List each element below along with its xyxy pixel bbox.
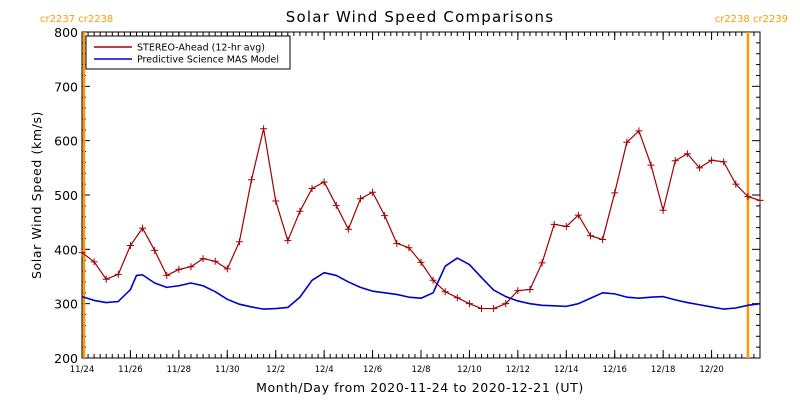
y-tick-label: 600 — [54, 134, 78, 149]
data-point-marker — [187, 263, 195, 271]
carrington-markers — [82, 32, 750, 358]
data-point-marker — [574, 211, 582, 219]
data-point-marker — [175, 265, 183, 273]
data-point-marker — [139, 224, 147, 232]
x-tick-label: 12/6 — [363, 365, 382, 375]
y-tick-label: 800 — [54, 25, 78, 40]
data-point-marker — [163, 271, 171, 279]
x-axis-ticks: 11/24 11/26 11/28 11/30 12/2 12/4 12/6 12/8 12/1… — [70, 32, 761, 375]
data-point-marker — [393, 239, 401, 247]
data-point-marker — [683, 150, 691, 158]
legend-box — [85, 35, 291, 70]
data-point-marker — [223, 265, 231, 273]
data-point-marker — [344, 225, 352, 233]
data-point-marker — [587, 232, 594, 240]
cr-label-right: cr2238 cr2239 — [715, 14, 788, 25]
data-point-marker — [490, 305, 498, 313]
series-line-mas — [81, 257, 761, 310]
data-point-marker — [369, 188, 377, 196]
data-point-marker — [332, 201, 340, 209]
data-point-marker — [235, 238, 243, 246]
data-point-marker — [405, 244, 413, 252]
data-point-marker — [623, 138, 631, 146]
data-point-marker — [744, 193, 752, 201]
legend-label-stereo: STEREO-Ahead (12-hr avg) — [137, 43, 265, 54]
data-point-marker — [562, 223, 570, 231]
x-tick-label: 12/4 — [315, 365, 334, 375]
x-tick-label: 12/20 — [699, 365, 724, 375]
x-axis-label: Month/Day from 2020-11-24 to 2020-12-21 … — [256, 380, 584, 395]
y-tick-label: 400 — [54, 242, 78, 257]
data-point-marker — [478, 305, 486, 313]
x-tick-label: 12/12 — [506, 365, 531, 375]
series-line-stereo — [81, 128, 761, 310]
data-point-marker — [599, 236, 607, 244]
data-point-marker — [441, 288, 449, 296]
data-point-marker — [635, 127, 643, 135]
y-axis-label: Solar Wind Speed (km/s) — [29, 111, 44, 279]
data-point-marker — [308, 184, 316, 192]
chart-title: Solar Wind Speed Comparisons — [286, 8, 554, 26]
data-point-marker — [526, 286, 534, 294]
x-tick-label: 11/30 — [215, 365, 240, 375]
data-point-marker — [320, 178, 328, 186]
y-tick-label: 500 — [54, 188, 78, 203]
data-point-marker — [671, 157, 679, 165]
data-point-marker — [538, 259, 546, 267]
x-tick-label: 12/16 — [602, 365, 627, 375]
x-tick-label: 12/18 — [651, 365, 676, 375]
data-point-marker — [417, 258, 425, 266]
x-tick-label: 11/26 — [118, 365, 143, 375]
data-point-marker — [514, 287, 522, 295]
data-point-marker — [720, 158, 728, 166]
data-point-marker — [151, 246, 159, 254]
x-tick-label: 12/14 — [554, 365, 579, 375]
series-lines — [78, 125, 764, 313]
data-point-marker — [465, 300, 473, 308]
data-point-marker — [211, 257, 219, 265]
data-point-marker — [732, 180, 740, 188]
cr-label-left: cr2237 cr2238 — [40, 14, 113, 25]
data-point-marker — [756, 196, 764, 204]
y-tick-label: 300 — [54, 297, 78, 312]
data-point-marker — [647, 161, 655, 169]
data-point-marker — [708, 156, 716, 164]
x-tick-label: 11/24 — [70, 365, 95, 375]
data-point-marker — [260, 125, 268, 133]
data-point-marker — [284, 237, 292, 245]
data-point-marker — [296, 207, 304, 215]
y-tick-label: 200 — [54, 351, 78, 366]
data-point-marker — [90, 258, 98, 266]
data-point-marker — [356, 195, 364, 203]
data-point-marker — [611, 189, 619, 197]
y-tick-label: 700 — [54, 79, 78, 94]
data-point-marker — [248, 176, 255, 184]
data-point-marker — [272, 197, 280, 205]
x-tick-label: 12/8 — [411, 365, 430, 375]
x-tick-label: 11/28 — [167, 365, 192, 375]
data-point-marker — [381, 212, 389, 220]
data-point-marker — [199, 255, 207, 263]
data-point-marker — [78, 249, 86, 257]
data-point-marker — [114, 270, 122, 278]
data-point-marker — [429, 276, 437, 284]
legend: STEREO-Ahead (12-hr avg) Predictive Scie… — [85, 35, 291, 70]
data-point-marker — [695, 164, 703, 172]
data-point-marker — [502, 300, 510, 308]
data-point-marker — [550, 220, 558, 228]
data-point-marker — [659, 206, 667, 214]
data-point-marker — [102, 275, 110, 283]
data-point-marker — [453, 294, 461, 302]
x-tick-label: 12/2 — [266, 365, 285, 375]
x-tick-label: 12/10 — [457, 365, 482, 375]
y-axis-ticks: 200 300 400 500 600 700 800 — [54, 25, 760, 366]
data-point-marker — [126, 242, 134, 250]
legend-label-mas: Predictive Science MAS Model — [137, 55, 279, 66]
plot-frame — [81, 31, 761, 359]
